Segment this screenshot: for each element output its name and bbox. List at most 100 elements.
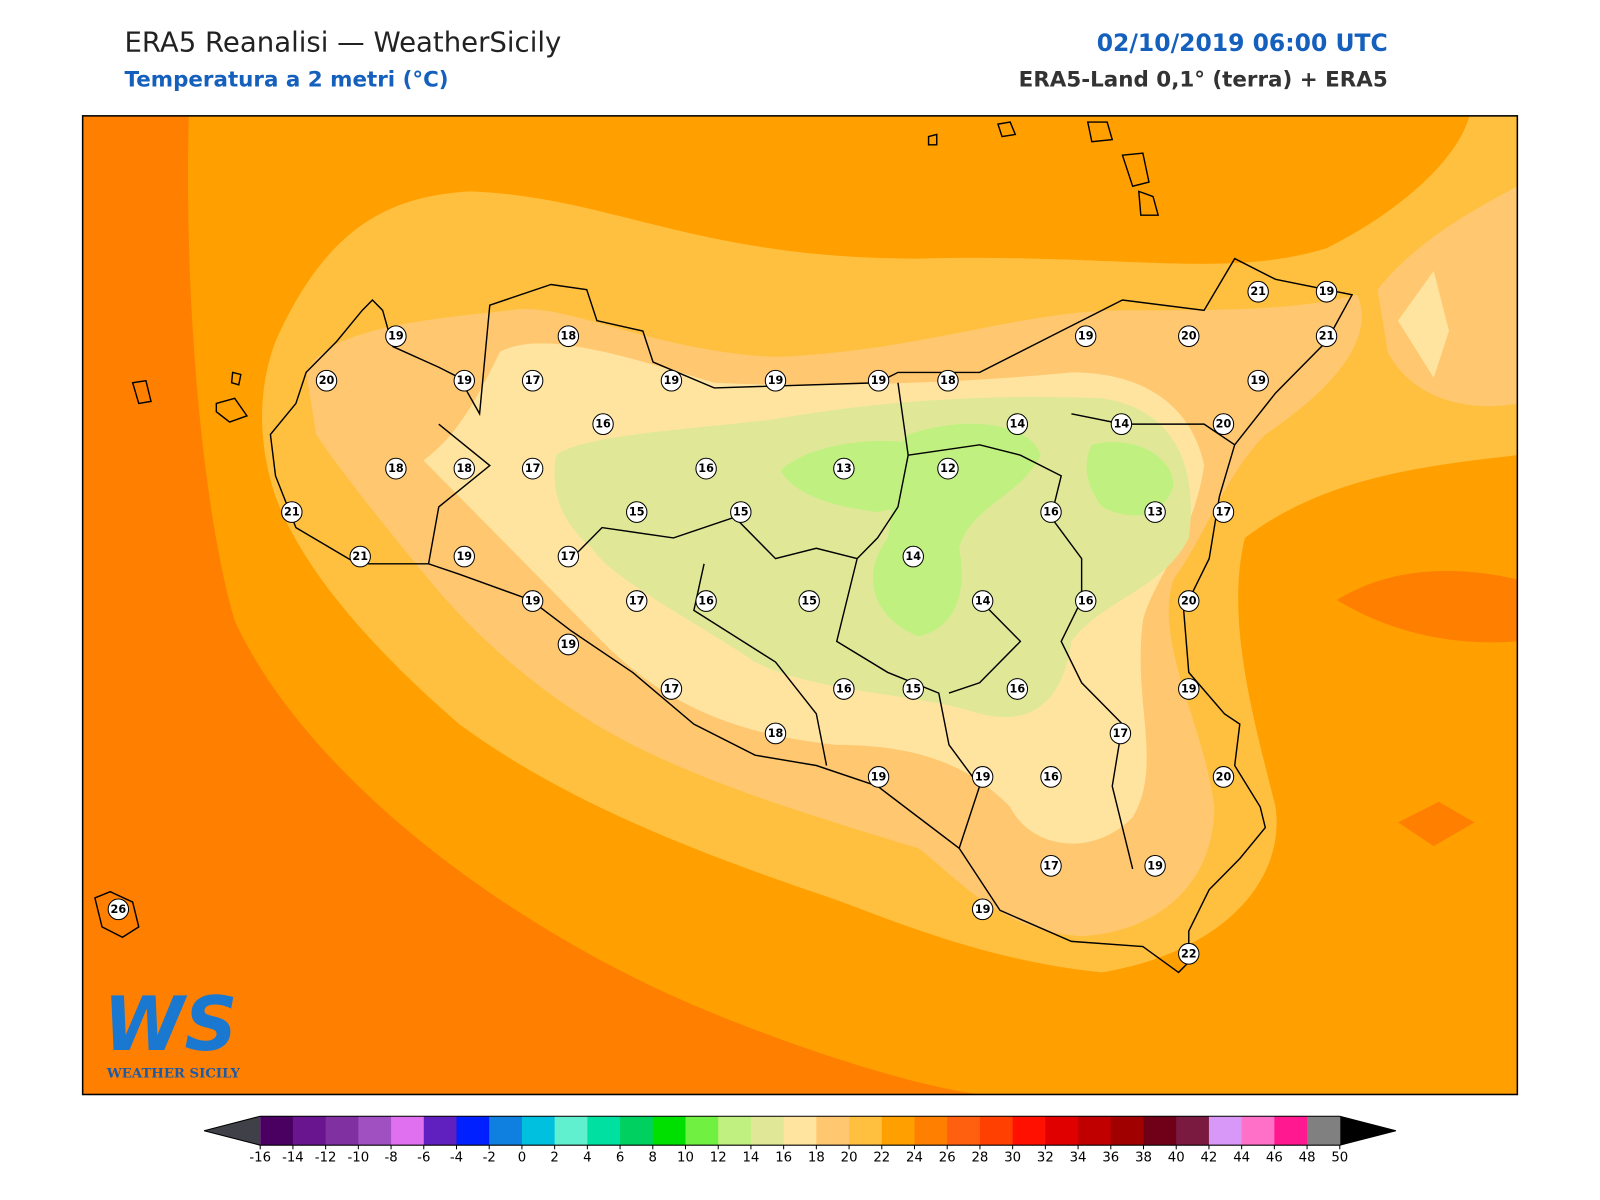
coastline [269, 257, 1354, 974]
station-value: 17 [1216, 506, 1232, 519]
station-marker [867, 369, 890, 392]
station-value: 18 [940, 374, 956, 387]
colorbar-tick-label: 24 [906, 1151, 923, 1166]
station-value: 16 [595, 418, 611, 431]
logo-mark: WS [103, 981, 237, 1068]
colorbar-tick-label: 10 [677, 1151, 694, 1166]
station-marker [1075, 590, 1097, 612]
colorbar-box [849, 1116, 883, 1146]
station-value: 16 [1078, 594, 1094, 607]
station-value: 19 [975, 903, 991, 916]
station-marker [1006, 413, 1029, 436]
station-value: 18 [561, 330, 577, 343]
colorbar-box [947, 1116, 981, 1146]
logo-text: WEATHER SICILY [106, 1065, 241, 1081]
station-value: 19 [975, 770, 991, 783]
station-marker [1212, 766, 1235, 788]
station-value: 17 [664, 682, 680, 695]
station-marker [453, 545, 475, 568]
station-marker [695, 590, 717, 612]
colorbar-tick-label: 22 [873, 1151, 890, 1166]
colorbar-box [1012, 1116, 1046, 1146]
colorbar-tick-label: -2 [483, 1151, 496, 1166]
colorbar-box [423, 1116, 458, 1146]
colorbar-tick-label: -16 [249, 1151, 271, 1166]
station-value: 15 [733, 506, 749, 519]
colorbar-tick-label: 46 [1266, 1151, 1283, 1166]
station-value: 17 [525, 462, 541, 475]
station-marker [592, 413, 614, 436]
colorbar-box [1176, 1116, 1210, 1146]
station-value: 19 [664, 374, 680, 387]
station-value: 21 [1250, 285, 1266, 298]
station-marker [626, 501, 648, 523]
colorbar-tick-label: 14 [742, 1151, 759, 1166]
colorbar-tick-label: 42 [1201, 1151, 1218, 1166]
colorbar-tick-label: -14 [282, 1151, 304, 1166]
station-value: 19 [871, 770, 887, 783]
colorbar-box [456, 1116, 490, 1146]
station-value: 16 [698, 462, 714, 475]
colorbar-box [620, 1116, 654, 1146]
colorbar-box [685, 1116, 719, 1146]
station-marker [1315, 325, 1338, 348]
station-marker [1075, 325, 1097, 348]
station-marker [521, 457, 544, 480]
station-value: 19 [1078, 330, 1094, 343]
colorbar-tick-label: 44 [1233, 1151, 1250, 1166]
colorbar-box [391, 1116, 425, 1146]
station-marker [902, 545, 924, 568]
station-marker [1040, 855, 1062, 877]
station-marker [557, 545, 580, 568]
station-marker [1315, 280, 1338, 303]
subtitle: Temperatura a 2 metri (°C) [124, 68, 448, 93]
station-value: 13 [1147, 506, 1163, 519]
colorbar-box [652, 1116, 687, 1146]
colorbar-tick-label: -8 [384, 1151, 397, 1166]
station-value: 19 [456, 374, 472, 387]
colorbar-tick-label: 34 [1070, 1151, 1087, 1166]
colorbar-tick-label: -10 [348, 1151, 370, 1166]
station-value: 18 [456, 462, 472, 475]
station-marker [730, 501, 752, 523]
colorbar-box [1241, 1116, 1275, 1146]
station-marker [833, 457, 855, 480]
colorbar-tick-label: -12 [315, 1151, 337, 1166]
contour [554, 396, 1191, 718]
station-marker [971, 766, 994, 788]
colorbar-tick-label: 26 [939, 1151, 956, 1166]
map: 19 18 20 19 17 19 19 19 18 16 18 18 17 16 13 12 14 14 19 20… [82, 115, 1518, 1095]
colorbar-box [292, 1116, 327, 1146]
station-value: 20 [1181, 330, 1197, 343]
station-value: 15 [905, 682, 921, 695]
map-frame [81, 115, 1519, 1096]
station-marker [626, 590, 648, 612]
colorbar-box [718, 1116, 752, 1146]
station-marker [1212, 501, 1235, 523]
colorbar-tick-label: 50 [1331, 1151, 1348, 1166]
colorbar-tick-label: 36 [1102, 1151, 1119, 1166]
station-value: 19 [1250, 374, 1266, 387]
datetime: 02/10/2019 06:00 UTC [1097, 29, 1388, 57]
colorbar-box [260, 1116, 294, 1146]
colorbar-tick-label: 12 [710, 1151, 727, 1166]
stations: 19 18 20 19 17 19 19 19 18 16 18 18 17 16 13 12 14 14 19 20… [107, 280, 1338, 965]
contour [1336, 570, 1518, 847]
station-value: 16 [1043, 506, 1059, 519]
province-border [427, 382, 1236, 870]
station-value: 12 [940, 462, 956, 475]
colorbar-tick-label: 18 [808, 1151, 825, 1166]
station-marker [557, 325, 580, 348]
source: ERA5-Land 0,1° (terra) + ERA5 [1019, 68, 1388, 93]
station-marker [315, 369, 338, 392]
station-value: 16 [1010, 682, 1026, 695]
station-marker [660, 678, 683, 700]
station-value: 15 [629, 506, 645, 519]
station-marker [1006, 678, 1029, 700]
colorbar-tick-label: 32 [1037, 1151, 1054, 1166]
station-value: 20 [1216, 418, 1232, 431]
colorbar: -16 -14 -12 -10 -8 -6 -4 -2 0 2 4 6 8 10 12 14 16 18 20 22 2… [203, 1115, 1397, 1166]
contour [780, 423, 1174, 637]
station-marker [1040, 766, 1062, 788]
colorbar-box [587, 1116, 621, 1146]
